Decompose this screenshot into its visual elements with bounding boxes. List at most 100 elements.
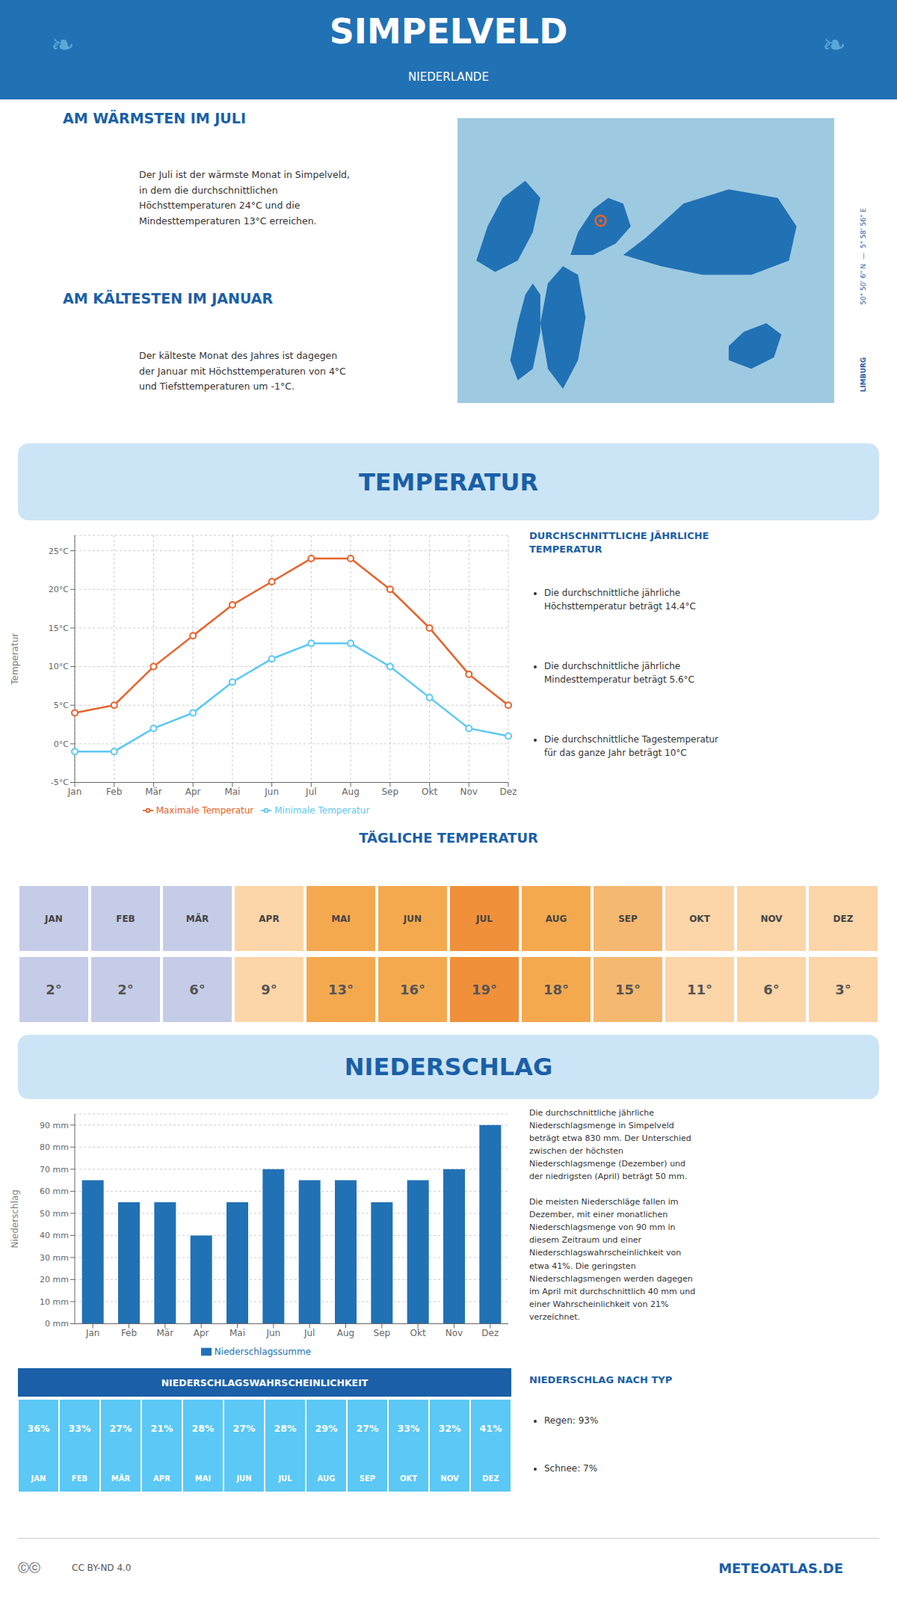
- html-text:Minimale Temperatur: Minimale Temperatur: [274, 804, 370, 816]
- svg-text:70 mm: 70 mm: [39, 1164, 69, 1175]
- html-text:NIEDERSCHLAG NACH TYP: NIEDERSCHLAG NACH TYP: [529, 1373, 673, 1386]
- html-text:32%: 32%: [438, 1422, 461, 1434]
- svg-text:Jul: Jul: [304, 786, 317, 797]
- html-text:36%: 36%: [27, 1422, 50, 1434]
- svg-text:90 mm: 90 mm: [39, 1120, 69, 1131]
- html-text:28%: 28%: [191, 1422, 215, 1434]
- html-text:Die durchschnittliche jährlich: Die durchschnittliche jährliche Höchstte…: [544, 587, 696, 612]
- html-text:MAI: MAI: [331, 913, 351, 924]
- html-text:NIEDERLANDE: NIEDERLANDE: [408, 70, 489, 84]
- html-text:Maximale Temperatur: Maximale Temperatur: [155, 804, 254, 816]
- svg-text:Apr: Apr: [193, 1327, 210, 1339]
- html-text:NIEDERSCHLAG: NIEDERSCHLAG: [344, 1052, 553, 1081]
- svg-text:Okt: Okt: [421, 786, 438, 797]
- svg-text:Okt: Okt: [410, 1327, 427, 1339]
- svg-text:Jul: Jul: [303, 1327, 315, 1339]
- svg-text:Feb: Feb: [121, 1327, 137, 1339]
- html-text:19°: 19°: [471, 981, 498, 998]
- svg-text:Aug: Aug: [337, 1327, 355, 1339]
- html-text:MÄR: MÄR: [185, 913, 209, 924]
- svg-text:20°C: 20°C: [48, 584, 69, 595]
- svg-text:Nov: Nov: [460, 786, 478, 797]
- html-text:AM WÄRMSTEN IM JULI: AM WÄRMSTEN IM JULI: [62, 109, 246, 127]
- svg-text:Jan: Jan: [85, 1327, 101, 1339]
- html-text:NIEDERSCHLAGSWAHRSCHEINLICHKEI: NIEDERSCHLAGSWAHRSCHEINLICHKEIT: [161, 1376, 368, 1388]
- svg-text:Nov: Nov: [445, 1327, 463, 1339]
- svg-text:0 mm: 0 mm: [44, 1318, 69, 1329]
- svg-text:Mär: Mär: [145, 786, 163, 797]
- svg-text:Aug: Aug: [341, 786, 359, 797]
- html-text:18°: 18°: [543, 981, 569, 998]
- svg-text:-5°C: -5°C: [50, 777, 69, 788]
- html-text:METEOATLAS.DE: METEOATLAS.DE: [718, 1559, 844, 1576]
- html-text:28%: 28%: [273, 1422, 297, 1434]
- html-text:33%: 33%: [68, 1422, 91, 1434]
- html-text:SEP: SEP: [618, 913, 638, 924]
- svg-text:15°C: 15°C: [48, 623, 69, 634]
- svg-text:Mär: Mär: [156, 1327, 175, 1339]
- html-text:2°: 2°: [45, 981, 62, 998]
- svg-text:Sep: Sep: [373, 1327, 391, 1339]
- svg-text:Feb: Feb: [106, 786, 122, 797]
- svg-text:Niederschlag: Niederschlag: [9, 1189, 21, 1248]
- html-text:9°: 9°: [261, 981, 278, 998]
- html-text:Die durchschnittliche Tagestem: Die durchschnittliche Tagestemperatur fü…: [544, 734, 719, 759]
- html-text:Der kälteste Monat des Jahres: Der kälteste Monat des Jahres ist dagege…: [139, 349, 346, 392]
- svg-text:Mai: Mai: [229, 1327, 246, 1339]
- svg-text:40 mm: 40 mm: [39, 1230, 69, 1241]
- html-text:27%: 27%: [109, 1422, 132, 1434]
- html-text:FEB: FEB: [116, 913, 136, 924]
- html-text:27%: 27%: [356, 1422, 379, 1434]
- html-text:TÄGLICHE TEMPERATUR: TÄGLICHE TEMPERATUR: [358, 829, 539, 846]
- html-text:NOV: NOV: [760, 913, 783, 924]
- html-text:DURCHSCHNITTLICHE JÄHRLICHE TE: DURCHSCHNITTLICHE JÄHRLICHE TEMPERATUR: [529, 529, 710, 555]
- html-text:Der Juli ist der wärmste Monat: Der Juli ist der wärmste Monat in Simpel…: [139, 168, 350, 227]
- svg-text:10°C: 10°C: [48, 661, 69, 672]
- html-text:13°: 13°: [328, 981, 354, 998]
- html-text:Die durchschnittliche jährlich: Die durchschnittliche jährliche Niedersc…: [529, 1107, 692, 1182]
- html-text:Die durchschnittliche jährlich: Die durchschnittliche jährliche Mindestt…: [544, 661, 695, 686]
- svg-text:5°C: 5°C: [53, 700, 69, 711]
- html-text:JUL: JUL: [476, 913, 493, 924]
- svg-text:20 mm: 20 mm: [39, 1274, 69, 1285]
- svg-text:0°C: 0°C: [53, 739, 69, 749]
- svg-text:Jan: Jan: [67, 786, 83, 797]
- svg-text:60 mm: 60 mm: [39, 1186, 69, 1196]
- svg-text:Jun: Jun: [265, 1327, 281, 1339]
- html-text:JAN: JAN: [44, 913, 63, 924]
- svg-text:80 mm: 80 mm: [39, 1142, 69, 1152]
- html-text:APR: APR: [258, 913, 280, 924]
- svg-text:30 mm: 30 mm: [39, 1252, 69, 1263]
- html-text:16°: 16°: [399, 981, 426, 998]
- html-text:27%: 27%: [232, 1422, 256, 1434]
- html-text:TEMPERATUR: TEMPERATUR: [358, 467, 539, 496]
- html-text:21%: 21%: [150, 1422, 174, 1434]
- html-text:29%: 29%: [315, 1422, 338, 1434]
- svg-text:Mai: Mai: [224, 786, 240, 797]
- svg-text:50 mm: 50 mm: [39, 1208, 69, 1219]
- html-text:AUG: AUG: [545, 913, 567, 924]
- html-text:6°: 6°: [763, 981, 780, 998]
- html-text:6°: 6°: [189, 981, 206, 998]
- svg-text:Apr: Apr: [185, 786, 202, 797]
- html-text:SIMPELVELD: SIMPELVELD: [329, 11, 568, 52]
- svg-text:10 mm: 10 mm: [39, 1296, 69, 1307]
- html-text:Schnee: 7%: Schnee: 7%: [544, 1462, 598, 1474]
- html-text:Die meisten Niederschläge fall: Die meisten Niederschläge fallen im Deze…: [529, 1196, 696, 1322]
- html-text:OKT: OKT: [689, 913, 710, 924]
- html-text:3°: 3°: [835, 981, 852, 998]
- svg-text:Temperatur: Temperatur: [9, 633, 21, 686]
- svg-text:25°C: 25°C: [48, 546, 69, 557]
- html-text:15°: 15°: [615, 981, 641, 998]
- svg-text:Jun: Jun: [263, 786, 279, 797]
- html-text:33%: 33%: [397, 1422, 420, 1434]
- html-text:Niederschlagssumme: Niederschlagssumme: [214, 1345, 312, 1357]
- svg-text:Sep: Sep: [381, 786, 400, 797]
- svg-text:Dez: Dez: [500, 786, 518, 797]
- html-text:AM KÄLTESTEN IM JANUAR: AM KÄLTESTEN IM JANUAR: [62, 290, 273, 307]
- html-text:JUN: JUN: [403, 913, 422, 924]
- html-text:11°: 11°: [686, 981, 713, 998]
- html-text:41%: 41%: [479, 1422, 502, 1434]
- svg-text:Dez: Dez: [481, 1327, 499, 1339]
- html-text:2°: 2°: [117, 981, 134, 998]
